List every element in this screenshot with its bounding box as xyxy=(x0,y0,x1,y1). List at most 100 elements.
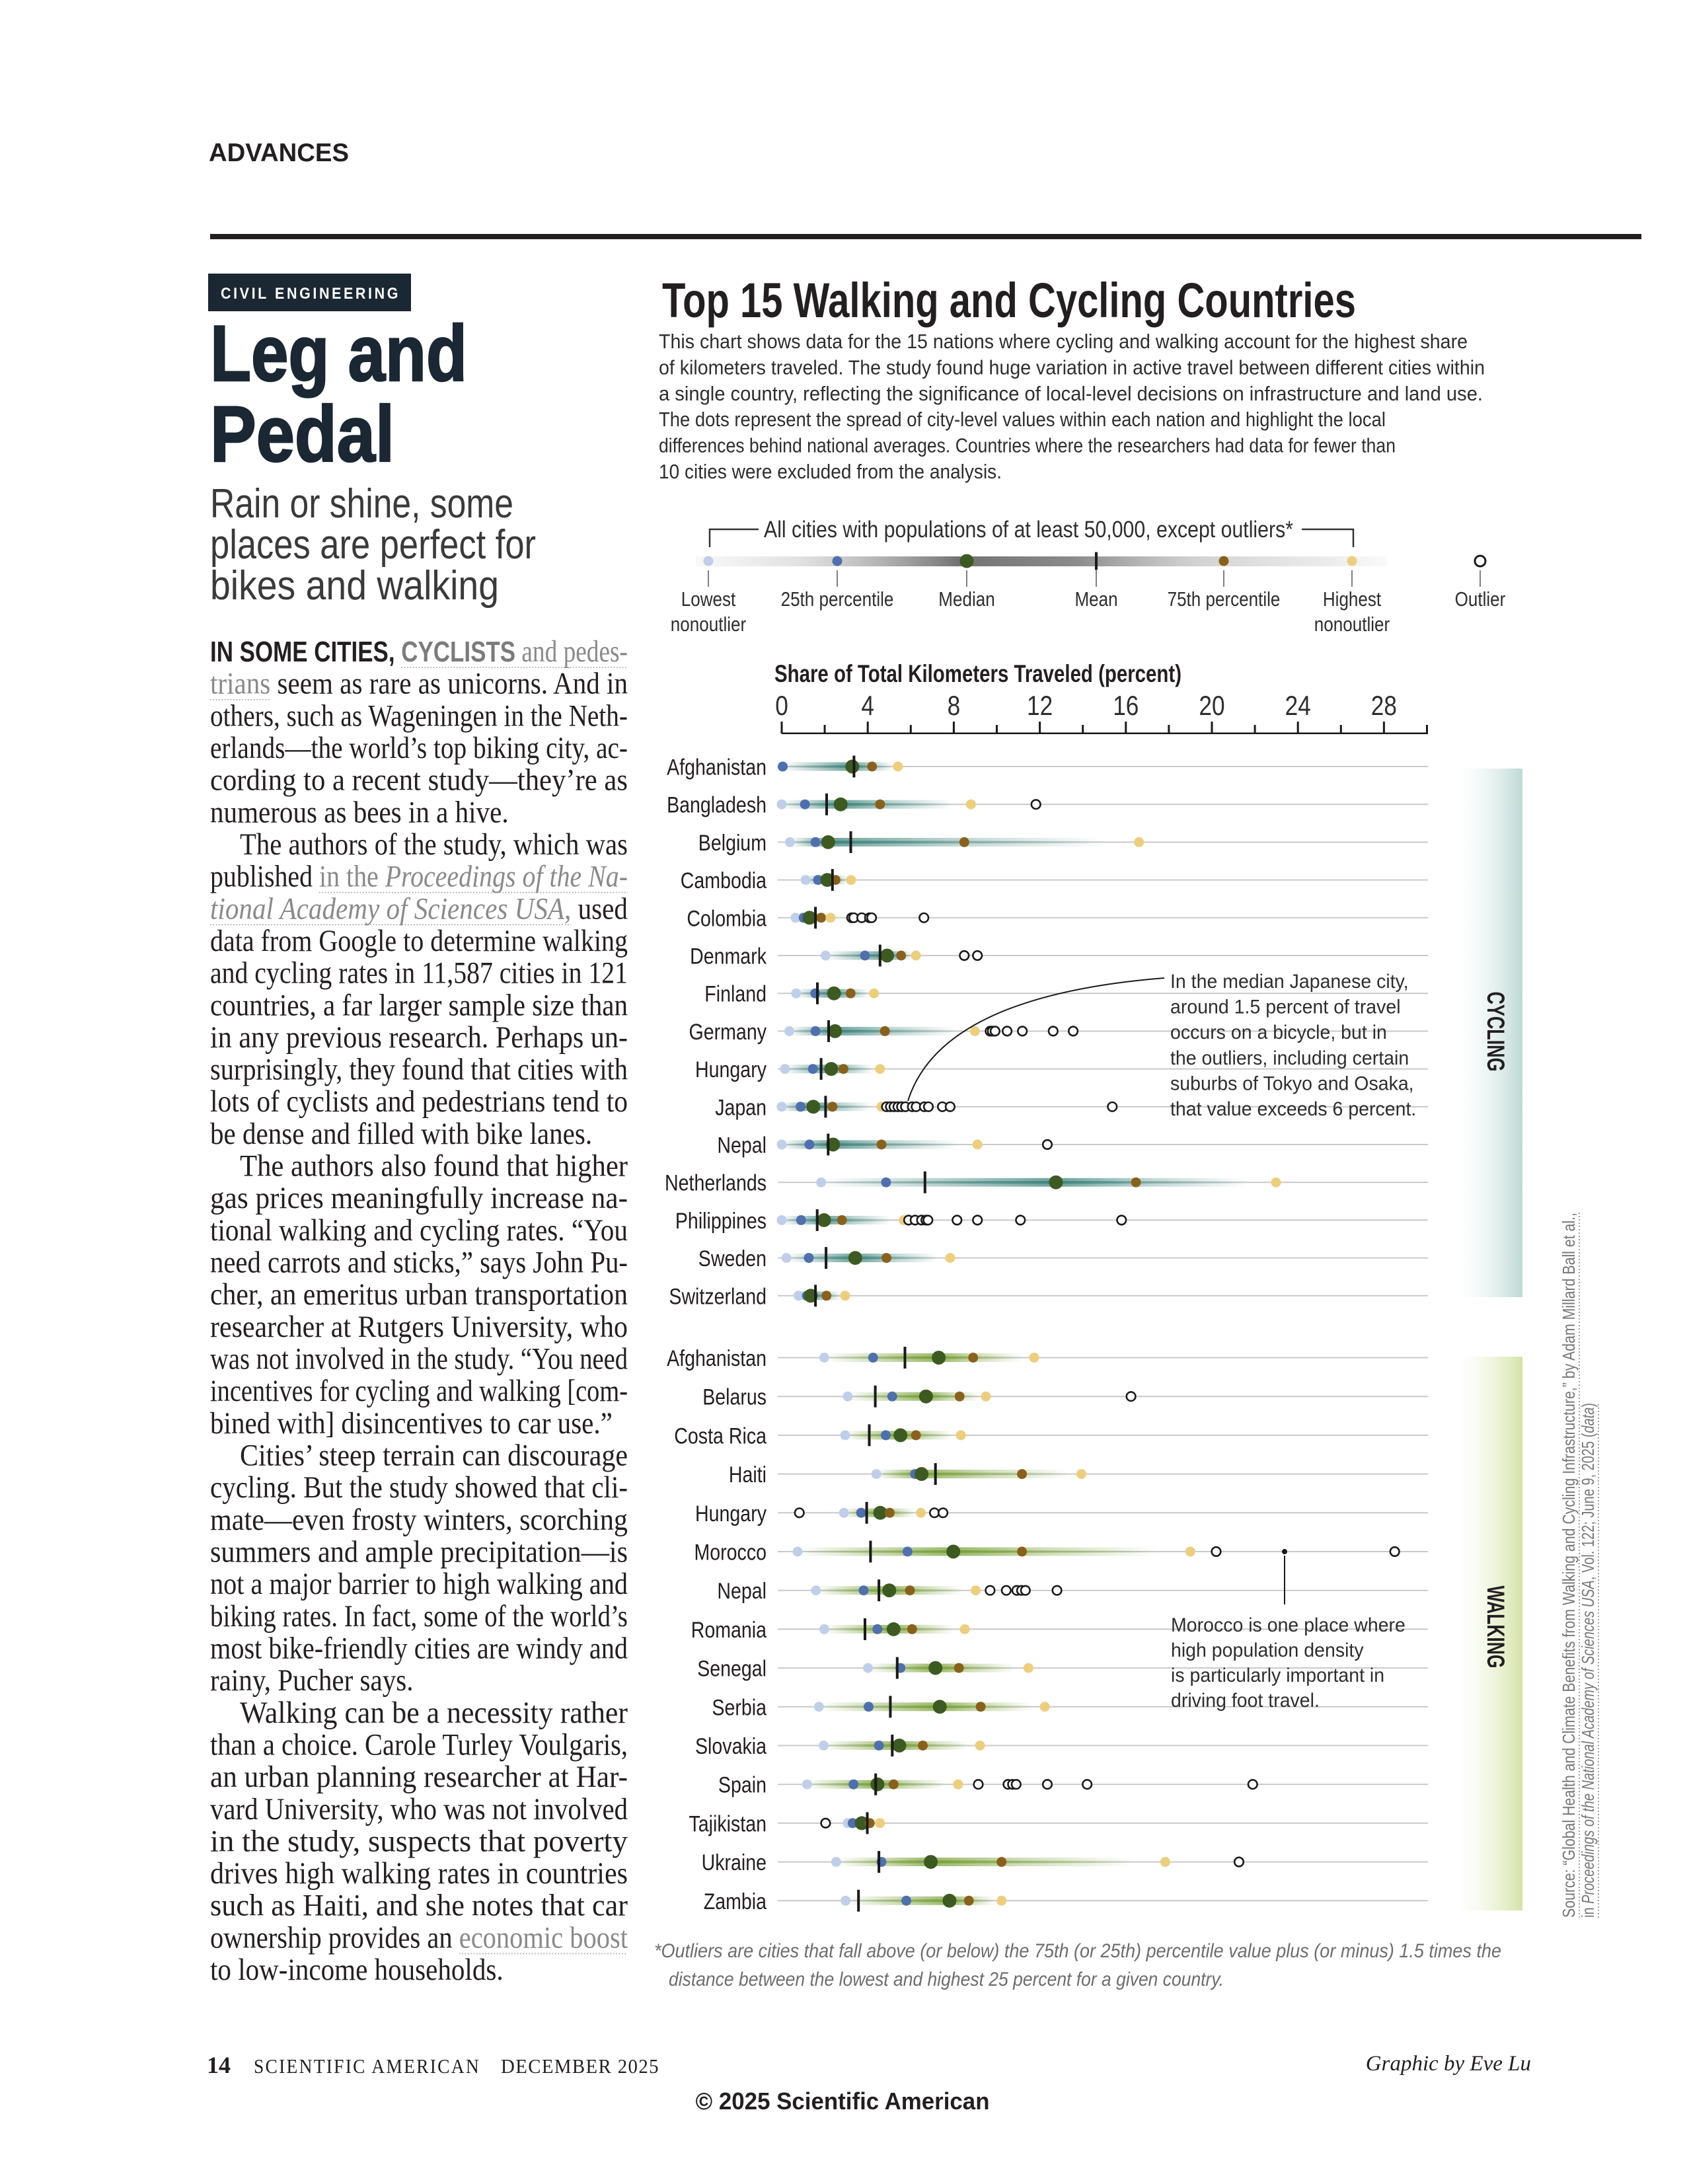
svg-text:ADVANCES: ADVANCES xyxy=(209,139,349,167)
svg-text:WALKING: WALKING xyxy=(1482,1586,1509,1669)
svg-text:This chart shows data for the: This chart shows data for the 15 nations… xyxy=(659,330,1468,353)
svg-text:8: 8 xyxy=(948,690,961,721)
svg-text:Share of Total Kilometers Trav: Share of Total Kilometers Traveled (perc… xyxy=(774,660,1181,687)
svg-text:The authors of the study, whic: The authors of the study, which was xyxy=(240,827,628,862)
svg-text:drives high walking rates in c: drives high walking rates in countries xyxy=(210,1856,628,1891)
svg-text:surprisingly, they found that: surprisingly, they found that cities wit… xyxy=(210,1053,628,1087)
svg-text:data from Google to determine: data from Google to determine walking xyxy=(210,924,628,958)
svg-text:not a major barrier to high wa: not a major barrier to high walking and xyxy=(210,1567,628,1601)
svg-text:Pedal: Pedal xyxy=(210,390,394,478)
svg-text:Serbia: Serbia xyxy=(712,1695,767,1720)
svg-text:Hungary: Hungary xyxy=(695,1501,767,1526)
svg-text:is particularly important in: is particularly important in xyxy=(1171,1665,1384,1686)
svg-text:Costa Rica: Costa Rica xyxy=(674,1423,767,1449)
svg-text:Sweden: Sweden xyxy=(698,1246,767,1271)
svg-text:most bike-friendly cities are: most bike-friendly cities are windy and xyxy=(210,1631,628,1665)
svg-text:Japan: Japan xyxy=(715,1095,767,1120)
svg-text:vard University, who was not i: vard University, who was not involved xyxy=(210,1792,628,1826)
svg-text:nonoutlier: nonoutlier xyxy=(671,613,746,636)
svg-text:differences behind national av: differences behind national averages. Co… xyxy=(659,434,1396,457)
svg-text:a single country, reflecting t: a single country, reflecting the signifi… xyxy=(659,382,1483,405)
svg-text:distance between the lowest an: distance between the lowest and highest … xyxy=(669,1969,1224,1990)
svg-text:was not involved in the study.: was not involved in the study. “You need xyxy=(210,1342,628,1376)
svg-text:bikes and walking: bikes and walking xyxy=(210,563,499,609)
svg-text:25th percentile: 25th percentile xyxy=(781,587,894,611)
svg-text:14: 14 xyxy=(207,2052,231,2078)
svg-text:20: 20 xyxy=(1199,690,1224,721)
svg-text:Outlier: Outlier xyxy=(1455,587,1506,611)
svg-text:of kilometers traveled. The st: of kilometers traveled. The study found … xyxy=(659,356,1485,379)
svg-text:CYCLING: CYCLING xyxy=(1482,992,1509,1072)
svg-text:0: 0 xyxy=(775,690,788,721)
svg-text:Nepal: Nepal xyxy=(717,1579,767,1604)
svg-text:CIVIL ENGINEERING: CIVIL ENGINEERING xyxy=(221,285,400,303)
svg-text:Median: Median xyxy=(938,587,994,611)
svg-text:Cambodia: Cambodia xyxy=(681,868,767,893)
svg-text:driving foot travel.: driving foot travel. xyxy=(1171,1690,1320,1712)
svg-text:Romania: Romania xyxy=(691,1618,767,1643)
svg-text:Philippines: Philippines xyxy=(675,1209,767,1234)
svg-text:summers and ample precipitatio: summers and ample precipitation—is xyxy=(210,1534,628,1569)
svg-text:cording to a recent study—they: cording to a recent study—they’re as xyxy=(210,763,628,798)
svg-text:Finland: Finland xyxy=(704,982,767,1007)
svg-text:nonoutlier: nonoutlier xyxy=(1314,613,1390,636)
svg-text:countries, a far larger sample: countries, a far larger sample size than xyxy=(210,988,628,1022)
svg-text:rainy, Pucher says.: rainy, Pucher says. xyxy=(210,1663,414,1698)
svg-text:tional walking and cycling rat: tional walking and cycling rates. “You xyxy=(210,1213,628,1248)
svg-text:bined with] disincentives to c: bined with] disincentives to car use.” xyxy=(210,1406,613,1441)
svg-text:researcher at Rutgers Universi: researcher at Rutgers University, who xyxy=(210,1310,628,1344)
svg-text:Rain or shine, some: Rain or shine, some xyxy=(210,481,513,527)
svg-text:published in the Proceedings o: published in the Proceedings of the Na- xyxy=(210,860,628,894)
svg-text:Morocco: Morocco xyxy=(694,1540,767,1565)
svg-text:Leg and: Leg and xyxy=(210,309,467,398)
svg-text:Denmark: Denmark xyxy=(690,944,767,969)
svg-text:Walking can be a necessity rat: Walking can be a necessity rather xyxy=(240,1696,628,1730)
svg-text:4: 4 xyxy=(861,690,874,721)
svg-text:Afghanistan: Afghanistan xyxy=(667,755,767,780)
svg-text:Netherlands: Netherlands xyxy=(665,1171,767,1196)
svg-text:Hungary: Hungary xyxy=(695,1057,767,1082)
svg-text:Switzerland: Switzerland xyxy=(669,1284,767,1309)
svg-text:16: 16 xyxy=(1113,690,1139,721)
svg-text:others, such as Wageningen in: others, such as Wageningen in the Neth- xyxy=(210,698,628,733)
svg-text:incentives for cycling and wal: incentives for cycling and walking [com- xyxy=(210,1374,628,1408)
svg-text:The authors also found that hi: The authors also found that higher xyxy=(240,1149,628,1184)
svg-text:© 2025 Scientific American: © 2025 Scientific American xyxy=(696,2088,990,2115)
svg-text:that value exceeds 6 percent.: that value exceeds 6 percent. xyxy=(1170,1098,1416,1120)
svg-text:All cities with populations of: All cities with populations of at least … xyxy=(764,517,1293,543)
svg-text:Belarus: Belarus xyxy=(702,1385,767,1410)
svg-text:Germany: Germany xyxy=(689,1020,767,1045)
svg-text:Graphic by Eve Lu: Graphic by Eve Lu xyxy=(1366,2052,1531,2076)
svg-text:and cycling rates in 11,587 ci: and cycling rates in 11,587 cities in 12… xyxy=(210,956,628,991)
svg-text:Haiti: Haiti xyxy=(729,1462,767,1487)
svg-text:be dense and filled with bike: be dense and filled with bike lanes. xyxy=(210,1117,592,1151)
svg-text:than a choice. Carole Turley V: than a choice. Carole Turley Voulgaris, xyxy=(210,1727,628,1762)
svg-text:to low-income households.: to low-income households. xyxy=(210,1953,504,1987)
svg-text:gas prices meaningfully increa: gas prices meaningfully increase na- xyxy=(210,1181,628,1215)
svg-text:the outliers, including certai: the outliers, including certain xyxy=(1170,1047,1409,1069)
svg-text:in any previous research. Perh: in any previous research. Perhaps un- xyxy=(210,1020,628,1055)
svg-text:Belgium: Belgium xyxy=(698,831,767,856)
svg-text:10 cities were excluded from t: 10 cities were excluded from the analysi… xyxy=(659,460,1002,483)
svg-text:*Outliers are cities that fall: *Outliers are cities that fall above (or… xyxy=(654,1940,1501,1962)
svg-text:75th percentile: 75th percentile xyxy=(1168,587,1281,611)
svg-text:biking rates. In fact, some of: biking rates. In fact, some of the world… xyxy=(210,1599,628,1634)
svg-text:around 1.5 percent of travel: around 1.5 percent of travel xyxy=(1170,997,1401,1018)
svg-text:28: 28 xyxy=(1371,690,1397,721)
svg-text:SCIENTIFIC AMERICAN: SCIENTIFIC AMERICAN xyxy=(254,2054,480,2078)
svg-text:DECEMBER 2025: DECEMBER 2025 xyxy=(501,2054,659,2078)
svg-text:an urban planning researcher a: an urban planning researcher at Har- xyxy=(210,1760,628,1794)
svg-text:Morocco is one place where: Morocco is one place where xyxy=(1171,1614,1405,1636)
svg-text:need carrots and sticks,” says: need carrots and sticks,” says John Pu- xyxy=(210,1246,628,1280)
svg-text:24: 24 xyxy=(1285,690,1311,721)
svg-text:The dots represent the spread: The dots represent the spread of city-le… xyxy=(659,408,1386,431)
svg-text:in Proceedings of the National: in Proceedings of the National Academy o… xyxy=(1578,1403,1598,1918)
svg-text:numerous as bees in a hive.: numerous as bees in a hive. xyxy=(210,795,509,829)
svg-text:Cities’ steep terrain can disc: Cities’ steep terrain can discourage xyxy=(240,1439,628,1473)
svg-text:tional Academy of Sciences USA: tional Academy of Sciences USA, used xyxy=(210,891,628,926)
svg-text:Senegal: Senegal xyxy=(697,1657,767,1682)
svg-text:occurs on a bicycle, but in: occurs on a bicycle, but in xyxy=(1170,1022,1387,1043)
svg-text:erlands—the world’s top biking: erlands—the world’s top biking city, ac- xyxy=(210,731,628,765)
svg-text:Lowest: Lowest xyxy=(681,587,736,611)
svg-text:cycling. But the study showed: cycling. But the study showed that cli- xyxy=(210,1470,628,1505)
